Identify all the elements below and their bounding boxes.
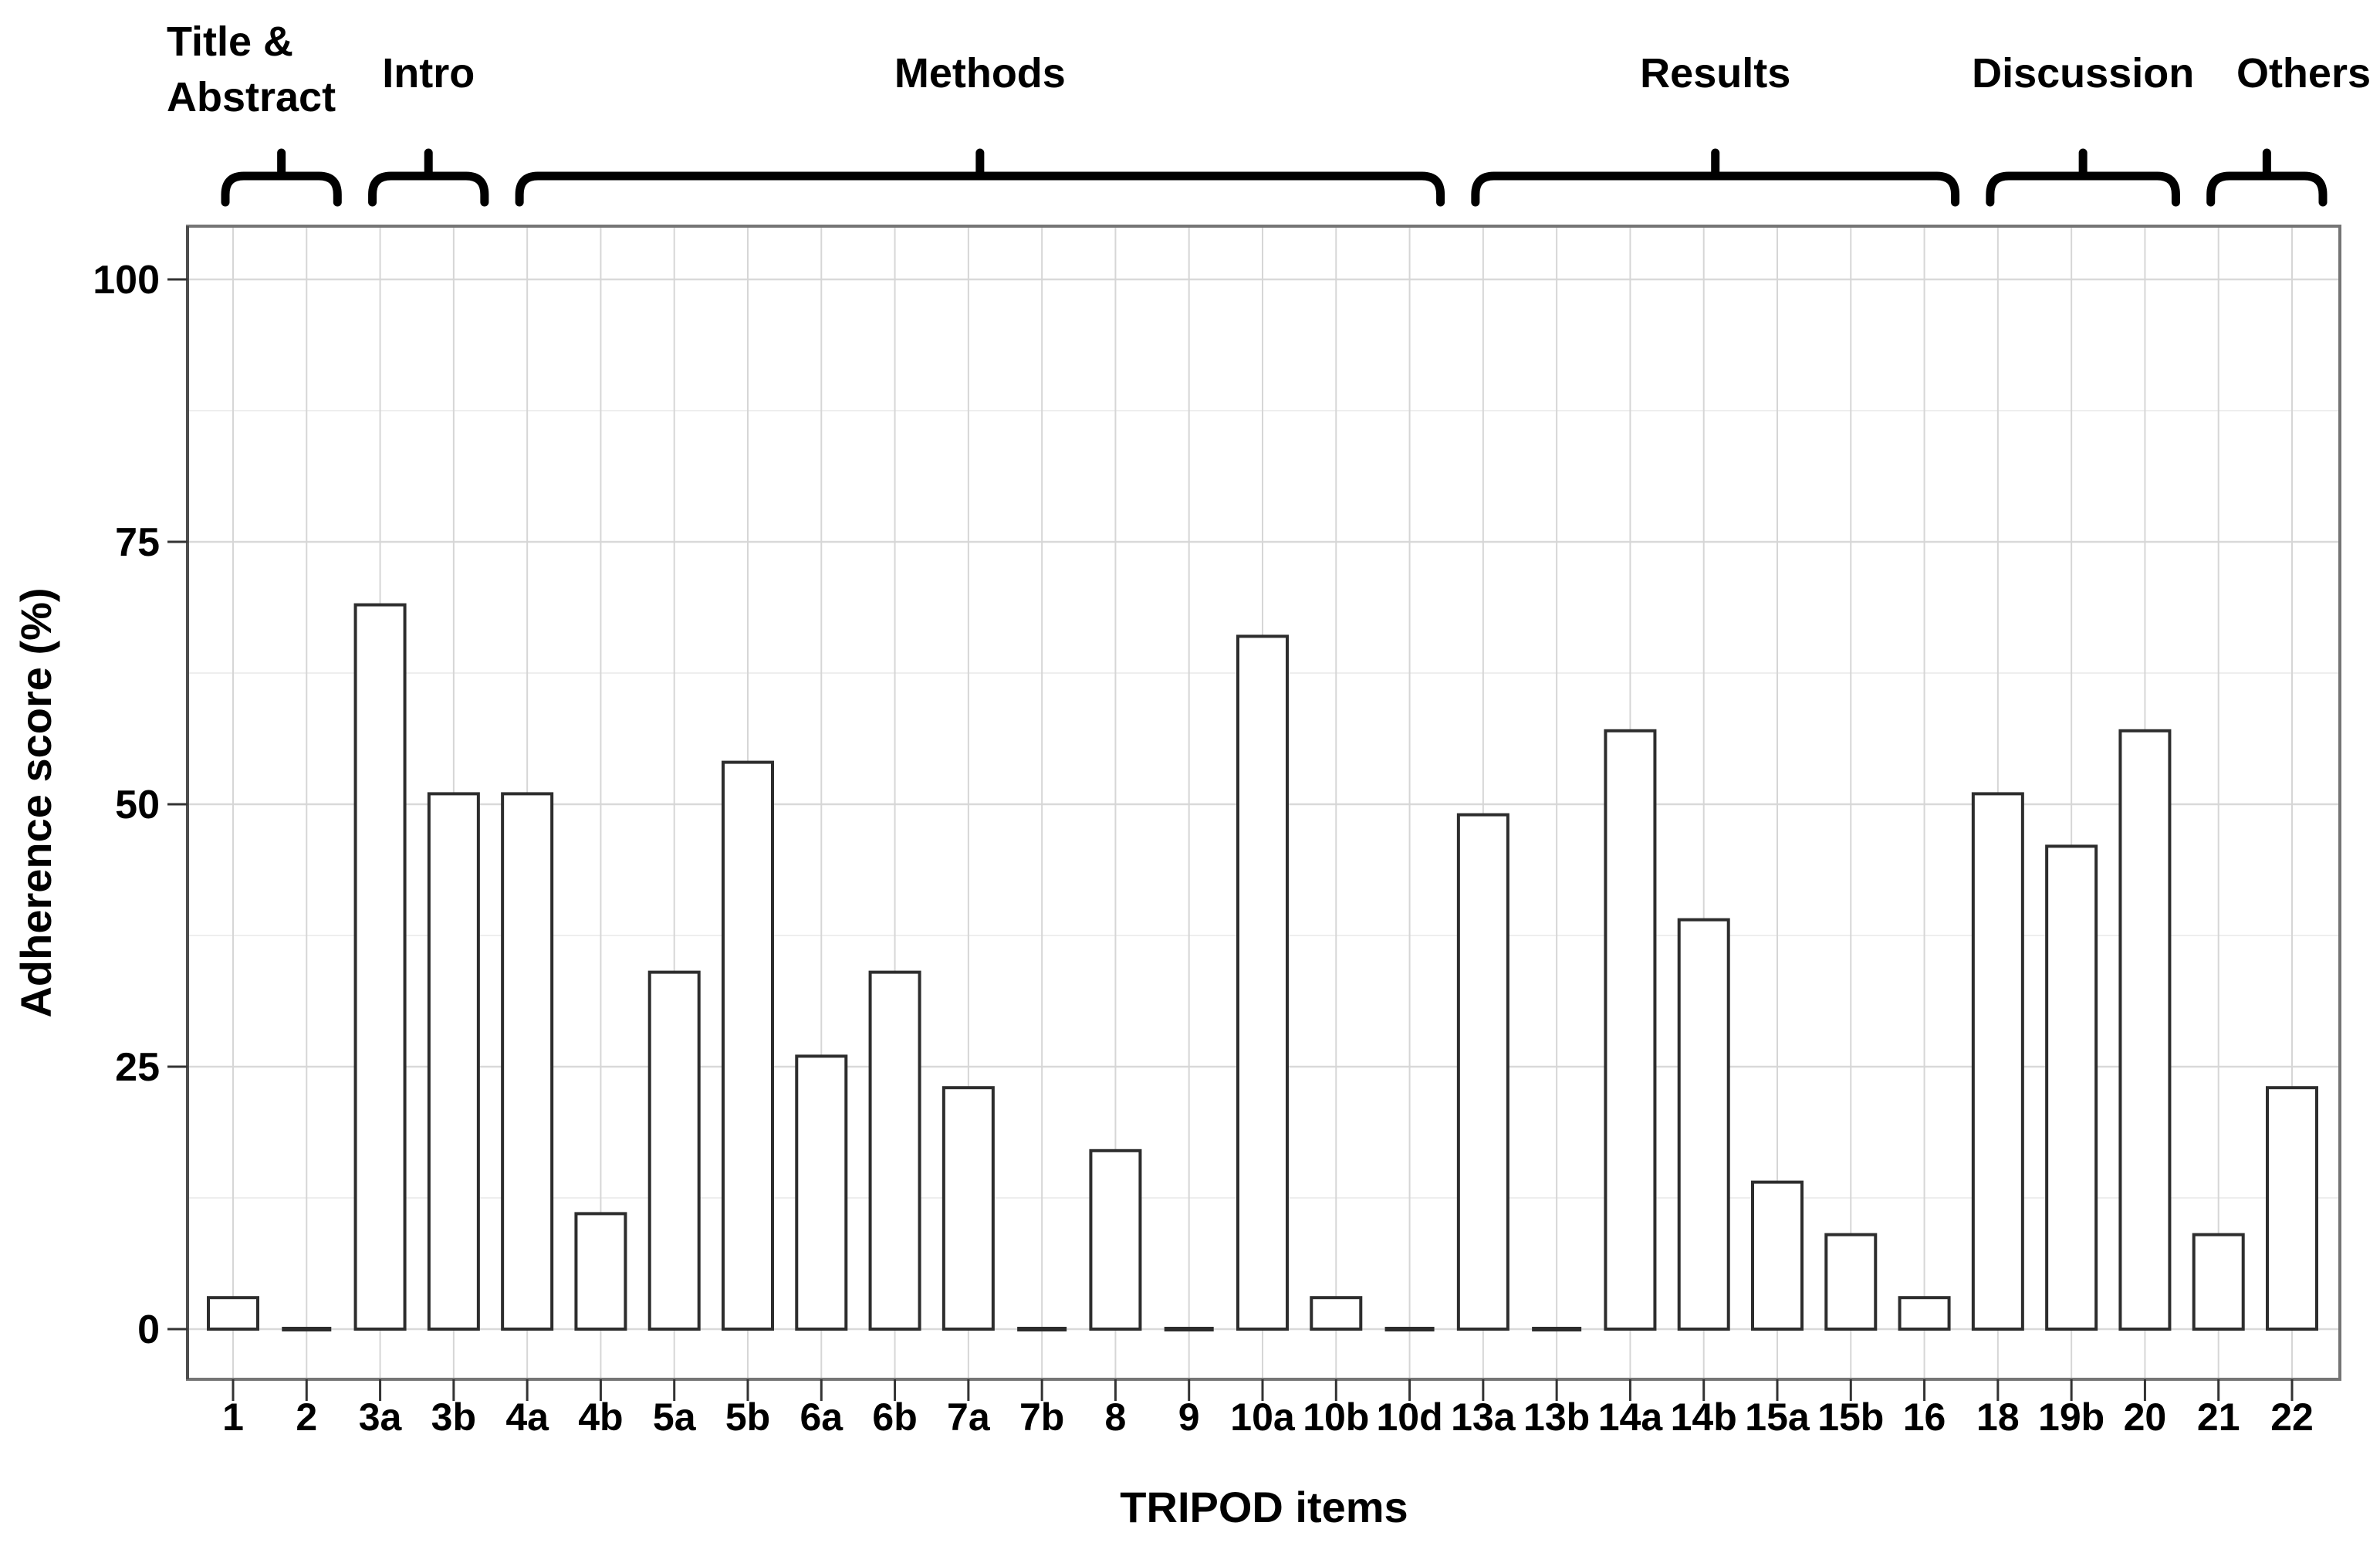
bar-7b	[1017, 1327, 1067, 1331]
x-tick-label-14a: 14a	[1598, 1395, 1664, 1439]
x-tick-label-15b: 15b	[1817, 1395, 1884, 1439]
x-tick-label-6b: 6b	[872, 1395, 917, 1439]
bar-3a	[353, 603, 407, 1331]
bar-22	[2266, 1086, 2318, 1331]
x-tick-label-13b: 13b	[1523, 1395, 1590, 1439]
x-tick-label-8: 8	[1105, 1395, 1127, 1439]
bar-13a	[1456, 813, 1509, 1331]
y-tick-label: 25	[115, 1045, 160, 1090]
section-label: Intro	[382, 50, 475, 96]
y-tick-label: 100	[93, 258, 160, 303]
bar-14a	[1604, 729, 1657, 1331]
x-tick-label-5b: 5b	[725, 1395, 770, 1439]
bar-1	[207, 1296, 259, 1331]
x-tick-label-21: 21	[2197, 1395, 2240, 1439]
section-label: Discussion	[1972, 50, 2194, 96]
bar-19b	[2045, 844, 2098, 1331]
x-tick-label-10a: 10a	[1230, 1395, 1296, 1439]
x-tick-label-4a: 4a	[505, 1395, 549, 1439]
bar-20	[2118, 729, 2172, 1331]
bar-8	[1089, 1149, 1142, 1331]
brace-others	[2206, 148, 2328, 207]
bar-7a	[942, 1086, 995, 1331]
bar-15b	[1824, 1233, 1878, 1331]
x-tick-label-22: 22	[2270, 1395, 2314, 1439]
x-tick-label-5a: 5a	[653, 1395, 697, 1439]
brace-intro	[368, 148, 489, 207]
x-tick-label-19b: 19b	[2038, 1395, 2104, 1439]
bar-10b	[1310, 1296, 1363, 1331]
bars	[207, 603, 2318, 1331]
section-label: Methods	[894, 50, 1066, 96]
x-tick-label-14b: 14b	[1671, 1395, 1737, 1439]
section-label: Abstract	[167, 74, 336, 120]
y-tick-label: 50	[115, 783, 160, 827]
bar-2	[282, 1327, 332, 1331]
brace-discussion	[1986, 148, 2180, 207]
bar-4a	[501, 792, 554, 1331]
section-label: Title &	[167, 19, 293, 65]
x-tick-label-3a: 3a	[359, 1395, 403, 1439]
bar-14b	[1677, 918, 1730, 1331]
y-tick-label: 75	[115, 520, 160, 565]
bar-18	[1971, 792, 2024, 1331]
section-labels: Title & Abstract Intro Methods Results Discus…	[167, 19, 2371, 120]
y-axis-title: Adherence score (%)	[12, 587, 60, 1017]
bar-10d	[1384, 1327, 1435, 1331]
x-tick-label-9: 9	[1178, 1395, 1200, 1439]
bar-5b	[722, 760, 774, 1331]
y-tick-label: 0	[137, 1308, 160, 1352]
x-tick-label-15a: 15a	[1745, 1395, 1810, 1439]
bar-10a	[1236, 634, 1289, 1331]
bar-3b	[427, 792, 480, 1331]
section-braces	[221, 148, 2328, 207]
x-tick-label-2: 2	[296, 1395, 317, 1439]
x-axis-title: TRIPOD items	[1120, 1483, 1408, 1531]
bar-6a	[795, 1054, 848, 1331]
x-tick-label-18: 18	[1976, 1395, 2020, 1439]
bar-21	[2192, 1233, 2245, 1331]
brace-methods	[515, 148, 1445, 207]
x-tick-label-6a: 6a	[800, 1395, 843, 1439]
x-tick-label-16: 16	[1903, 1395, 1946, 1439]
x-tick-label-3b: 3b	[431, 1395, 476, 1439]
x-tick-label-13a: 13a	[1451, 1395, 1516, 1439]
bar-13b	[1532, 1327, 1582, 1331]
x-tick-label-4b: 4b	[578, 1395, 623, 1439]
x-tick-label-7a: 7a	[947, 1395, 991, 1439]
bar-4b	[574, 1212, 627, 1331]
axis-ticks	[167, 278, 2294, 1401]
x-tick-label-10d: 10d	[1376, 1395, 1442, 1439]
x-tick-label-7b: 7b	[1019, 1395, 1064, 1439]
x-tick-label-20: 20	[2124, 1395, 2167, 1439]
x-tick-label-10b: 10b	[1303, 1395, 1369, 1439]
bar-15a	[1751, 1180, 1804, 1331]
bar-16	[1898, 1296, 1951, 1331]
bar-5a	[647, 970, 701, 1331]
brace-title-abstract	[221, 148, 342, 207]
brace-results	[1471, 148, 1960, 207]
tick-labels: 0 25 50 75 100 1 2 3a 3b 4a 4b 5a 5b 6a 6b 7a 7b 8 9 10a 10b…	[93, 258, 2314, 1439]
section-label: Results	[1640, 50, 1790, 96]
bar-9	[1164, 1327, 1214, 1331]
section-label: Others	[2236, 50, 2371, 96]
bar-6b	[868, 970, 921, 1331]
x-tick-label-1: 1	[222, 1395, 244, 1439]
